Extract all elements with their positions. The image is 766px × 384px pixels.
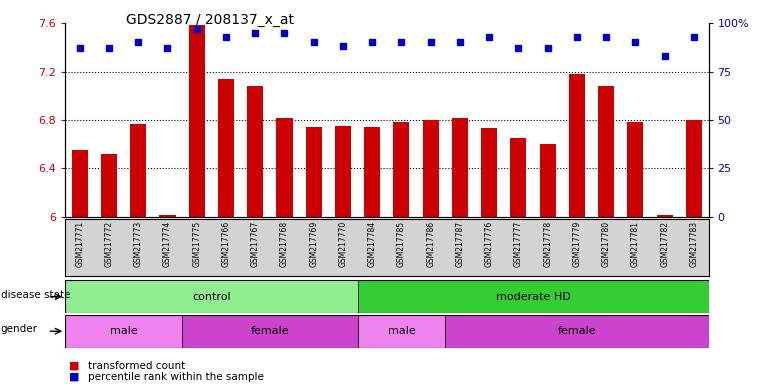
Bar bbox=[364, 127, 380, 217]
Bar bbox=[72, 150, 88, 217]
Bar bbox=[627, 122, 643, 217]
Bar bbox=[452, 118, 468, 217]
Text: transformed count: transformed count bbox=[88, 361, 185, 371]
Text: GSM217770: GSM217770 bbox=[339, 220, 348, 267]
Bar bbox=[656, 215, 673, 217]
Text: GSM217782: GSM217782 bbox=[660, 220, 669, 266]
Bar bbox=[130, 124, 146, 217]
Bar bbox=[218, 79, 234, 217]
Text: GSM217766: GSM217766 bbox=[221, 220, 231, 267]
Text: GSM217786: GSM217786 bbox=[426, 220, 435, 267]
Text: ■: ■ bbox=[69, 361, 80, 371]
Text: GSM217776: GSM217776 bbox=[485, 220, 494, 267]
Text: female: female bbox=[250, 326, 289, 336]
Bar bbox=[101, 154, 117, 217]
Text: GSM217772: GSM217772 bbox=[104, 220, 113, 267]
Bar bbox=[306, 127, 322, 217]
Bar bbox=[247, 86, 264, 217]
Text: GSM217778: GSM217778 bbox=[543, 220, 552, 267]
Bar bbox=[394, 122, 410, 217]
Text: female: female bbox=[558, 326, 596, 336]
Bar bbox=[65, 280, 358, 313]
Bar bbox=[277, 118, 293, 217]
Text: GSM217783: GSM217783 bbox=[689, 220, 699, 267]
Text: disease state: disease state bbox=[1, 290, 70, 300]
Text: GSM217771: GSM217771 bbox=[75, 220, 84, 267]
Text: GSM217787: GSM217787 bbox=[456, 220, 464, 267]
Text: GDS2887 / 208137_x_at: GDS2887 / 208137_x_at bbox=[126, 13, 294, 27]
Bar bbox=[188, 25, 205, 217]
Bar bbox=[445, 315, 709, 348]
Text: GSM217775: GSM217775 bbox=[192, 220, 201, 267]
Text: GSM217769: GSM217769 bbox=[309, 220, 318, 267]
Text: control: control bbox=[192, 291, 231, 302]
Text: GSM217784: GSM217784 bbox=[368, 220, 377, 267]
Bar bbox=[481, 129, 497, 217]
Text: GSM217767: GSM217767 bbox=[250, 220, 260, 267]
Bar bbox=[569, 74, 585, 217]
Text: male: male bbox=[110, 326, 137, 336]
Bar bbox=[182, 315, 358, 348]
Bar bbox=[335, 126, 351, 217]
Bar bbox=[598, 86, 614, 217]
Bar bbox=[423, 120, 439, 217]
Text: male: male bbox=[388, 326, 415, 336]
Bar bbox=[510, 138, 526, 217]
Text: percentile rank within the sample: percentile rank within the sample bbox=[88, 372, 264, 382]
Text: GSM217773: GSM217773 bbox=[134, 220, 142, 267]
Text: GSM217780: GSM217780 bbox=[601, 220, 611, 267]
Bar bbox=[65, 315, 182, 348]
Bar bbox=[540, 144, 556, 217]
Text: GSM217785: GSM217785 bbox=[397, 220, 406, 267]
Text: GSM217777: GSM217777 bbox=[514, 220, 523, 267]
Bar bbox=[358, 280, 709, 313]
Text: GSM217774: GSM217774 bbox=[163, 220, 172, 267]
Text: ■: ■ bbox=[69, 372, 80, 382]
Text: gender: gender bbox=[1, 324, 38, 334]
Bar bbox=[358, 315, 445, 348]
Text: GSM217768: GSM217768 bbox=[280, 220, 289, 267]
Text: moderate HD: moderate HD bbox=[496, 291, 571, 302]
Bar bbox=[159, 215, 175, 217]
Text: GSM217779: GSM217779 bbox=[572, 220, 581, 267]
Bar bbox=[686, 120, 702, 217]
Text: GSM217781: GSM217781 bbox=[631, 220, 640, 266]
